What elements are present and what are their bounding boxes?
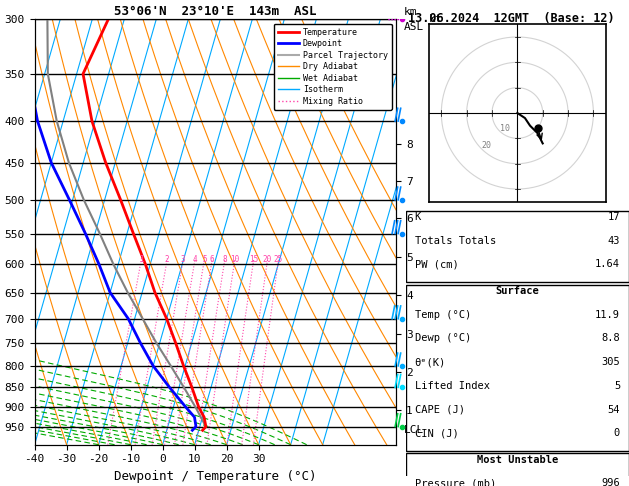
Text: 1.64: 1.64 — [595, 260, 620, 269]
Text: Totals Totals: Totals Totals — [415, 236, 496, 246]
Text: 10: 10 — [230, 255, 240, 264]
Text: Pressure (mb): Pressure (mb) — [415, 478, 496, 486]
Text: 10: 10 — [499, 124, 509, 133]
Text: 8: 8 — [223, 255, 227, 264]
Text: 1: 1 — [139, 255, 143, 264]
Text: 11.9: 11.9 — [595, 310, 620, 320]
Text: 2: 2 — [165, 255, 169, 264]
Text: 5: 5 — [614, 381, 620, 391]
Legend: Temperature, Dewpoint, Parcel Trajectory, Dry Adiabat, Wet Adiabat, Isotherm, Mi: Temperature, Dewpoint, Parcel Trajectory… — [274, 24, 392, 110]
Text: K: K — [415, 212, 421, 222]
Text: 15: 15 — [249, 255, 259, 264]
Text: 6: 6 — [210, 255, 214, 264]
Text: 25: 25 — [274, 255, 283, 264]
Text: 20: 20 — [482, 141, 492, 151]
Text: 0: 0 — [614, 428, 620, 438]
Text: Surface: Surface — [496, 286, 539, 296]
Text: 5: 5 — [202, 255, 207, 264]
Bar — [406, 210, 629, 282]
Text: Temp (°C): Temp (°C) — [415, 310, 471, 320]
Title: 53°06'N  23°10'E  143m  ASL: 53°06'N 23°10'E 143m ASL — [114, 5, 316, 18]
Text: LCL: LCL — [404, 425, 424, 434]
Text: 13.06.2024  12GMT  (Base: 12): 13.06.2024 12GMT (Base: 12) — [408, 12, 614, 25]
Text: 43: 43 — [608, 236, 620, 246]
Text: Dewp (°C): Dewp (°C) — [415, 333, 471, 343]
Text: θᵉ(K): θᵉ(K) — [415, 357, 446, 367]
Bar — [406, 284, 629, 451]
Text: 20: 20 — [263, 255, 272, 264]
Text: 3: 3 — [181, 255, 186, 264]
Text: CIN (J): CIN (J) — [415, 428, 459, 438]
Text: CAPE (J): CAPE (J) — [415, 404, 465, 415]
Text: kt: kt — [428, 14, 442, 23]
Text: ASL: ASL — [404, 22, 424, 32]
Text: 54: 54 — [608, 404, 620, 415]
Text: 4: 4 — [192, 255, 198, 264]
Text: 17: 17 — [608, 212, 620, 222]
Text: 996: 996 — [601, 478, 620, 486]
X-axis label: Dewpoint / Temperature (°C): Dewpoint / Temperature (°C) — [114, 470, 316, 483]
Text: PW (cm): PW (cm) — [415, 260, 459, 269]
Text: 305: 305 — [601, 357, 620, 367]
Text: 8.8: 8.8 — [601, 333, 620, 343]
Text: Lifted Index: Lifted Index — [415, 381, 489, 391]
Bar — [406, 453, 629, 486]
Text: Most Unstable: Most Unstable — [477, 455, 558, 465]
Text: km: km — [404, 7, 417, 17]
